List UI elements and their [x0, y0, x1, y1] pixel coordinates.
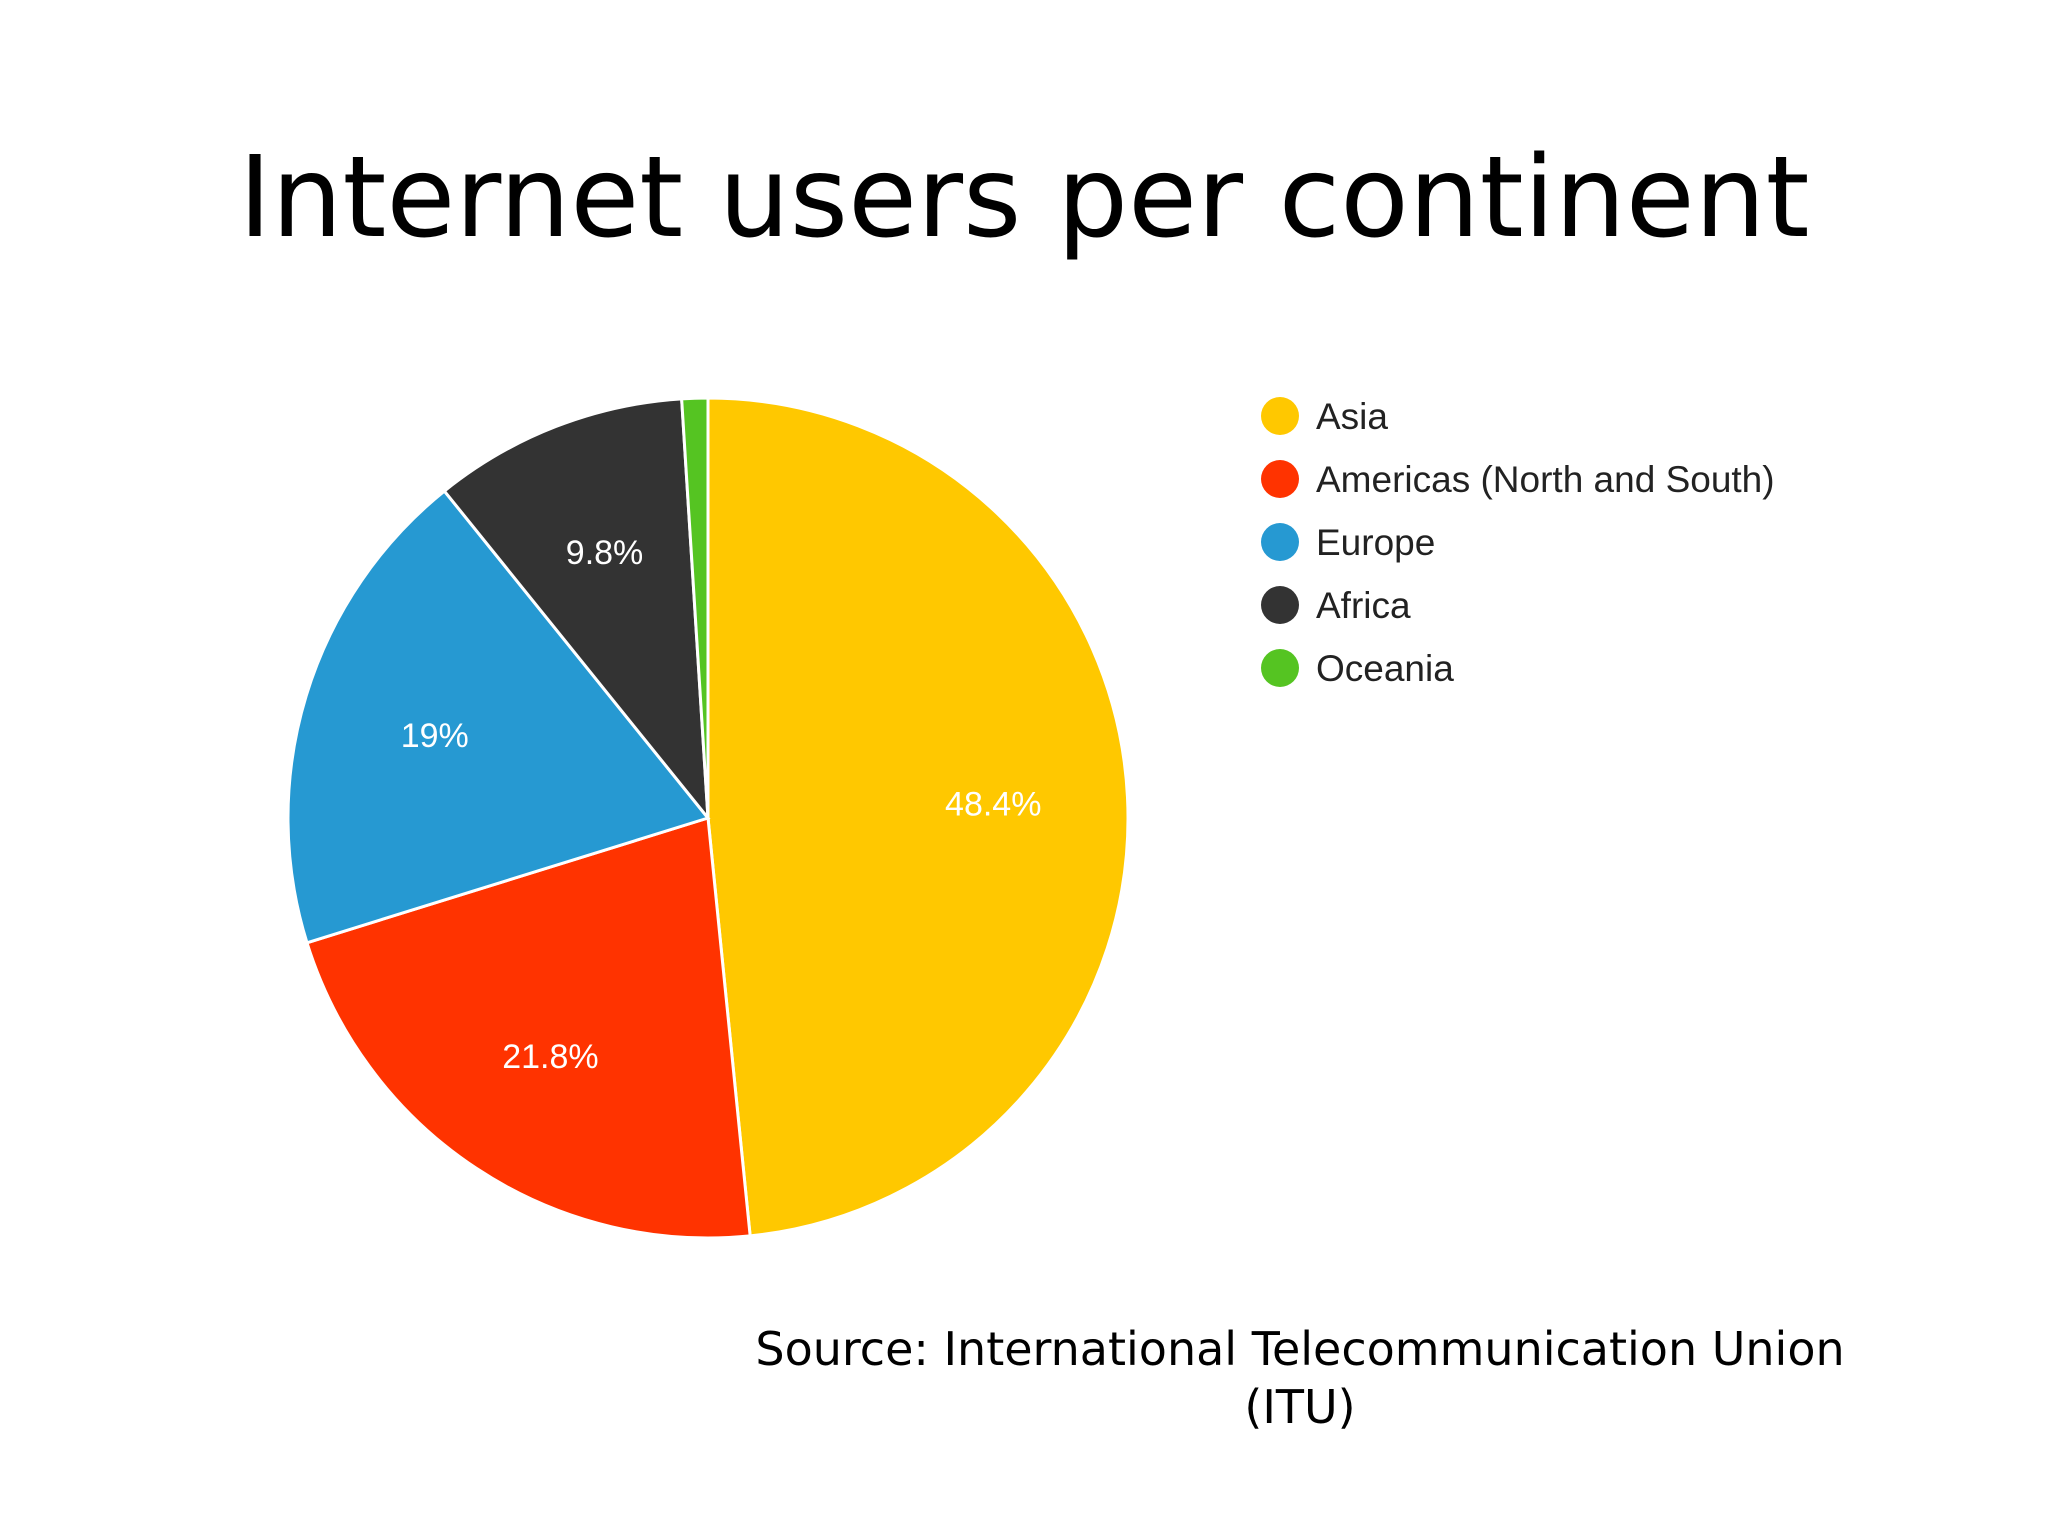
slide-title: Internet users per continent [238, 133, 1810, 263]
pie-slices [286, 396, 1130, 1240]
legend-item-africa: Africa [1261, 585, 1411, 626]
chart-legend: Asia Americas (North and South) Europe Afri… [1261, 396, 1775, 689]
legend-swatch-africa [1261, 586, 1299, 624]
source-line-2: (ITU) [1244, 1380, 1356, 1434]
legend-swatch-asia [1261, 397, 1299, 435]
legend-swatch-oceania [1261, 649, 1299, 687]
pie-slice-europe [286, 488, 711, 945]
legend-item-oceania: Oceania [1261, 648, 1454, 689]
pie-slice-oceania [680, 396, 710, 819]
legend-label-africa: Africa [1316, 585, 1411, 626]
legend-swatch-europe [1261, 523, 1299, 561]
legend-item-asia: Asia [1261, 396, 1388, 437]
pie-slice-americas-north-and-south [305, 816, 752, 1240]
legend-label-americas-north-and-south: Americas (North and South) [1316, 459, 1775, 500]
pie-slice-asia [706, 396, 1130, 1238]
pie-slice-labels: 48.4% 21.8% 19% 9.8% [401, 534, 1042, 1076]
slice-label-americas-north-and-south: 21.8% [502, 1038, 598, 1076]
source-note: Source: International Telecommunication … [680, 1320, 1920, 1436]
source-line-1: Source: International Telecommunication … [755, 1322, 1845, 1376]
legend-label-oceania: Oceania [1316, 648, 1454, 689]
pie-slice-africa [442, 397, 710, 823]
legend-item-europe: Europe [1261, 522, 1435, 563]
legend-label-asia: Asia [1316, 396, 1388, 437]
slice-label-africa: 9.8% [566, 534, 644, 572]
slice-label-asia: 48.4% [945, 786, 1041, 824]
slice-label-europe: 19% [401, 717, 469, 755]
legend-swatch-americas-north-and-south [1261, 460, 1299, 498]
legend-item-americas-north-and-south: Americas (North and South) [1261, 459, 1775, 500]
legend-label-europe: Europe [1316, 522, 1435, 563]
